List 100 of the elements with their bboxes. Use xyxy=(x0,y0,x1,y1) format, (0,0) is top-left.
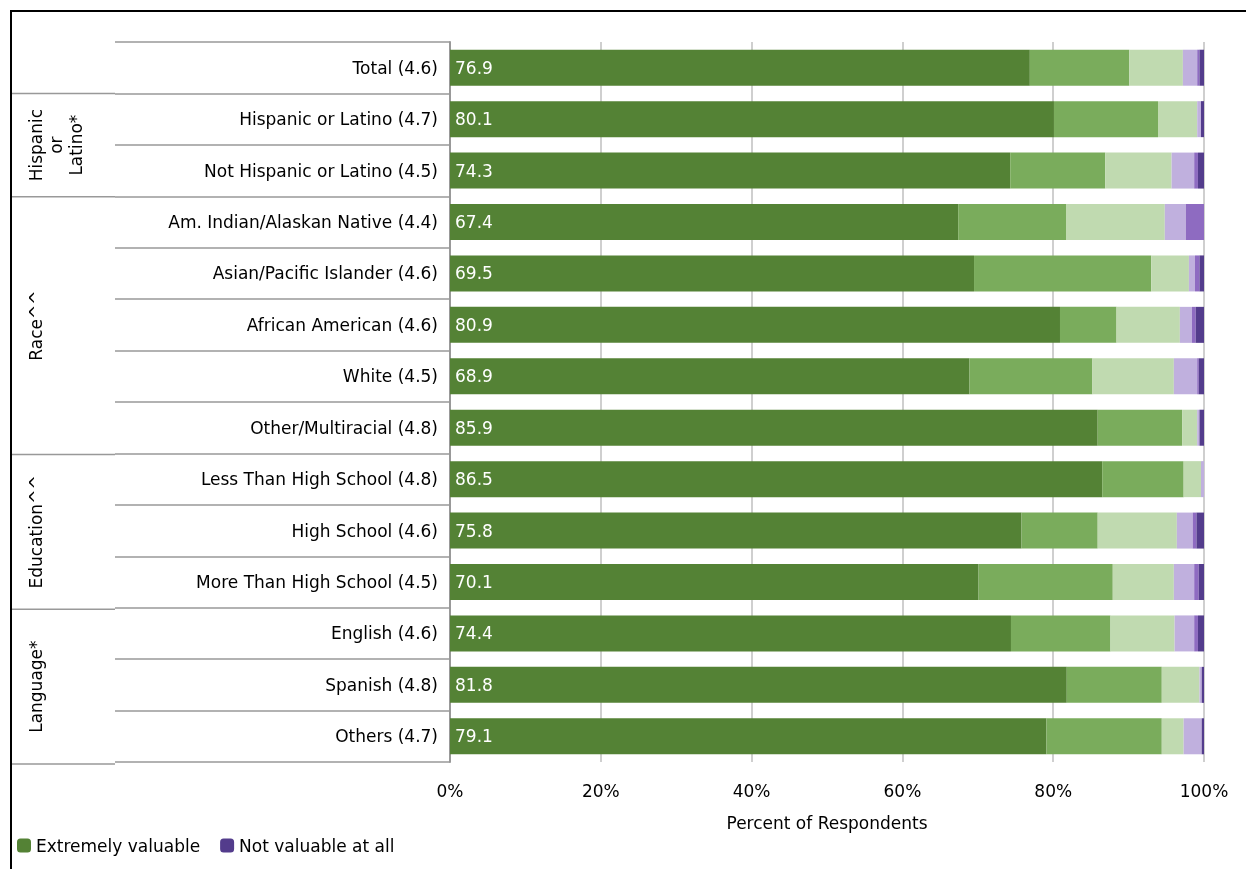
bar xyxy=(1010,615,1111,652)
bar xyxy=(1199,255,1204,292)
bar xyxy=(1021,512,1098,549)
bar xyxy=(1112,564,1174,600)
bar xyxy=(1194,615,1198,652)
data-label: 76.9 xyxy=(455,57,493,78)
bar xyxy=(1183,461,1201,498)
y-tick-label: Other/Multiracial (4.8) xyxy=(250,417,438,438)
bar xyxy=(1191,306,1196,343)
y-tick-label: Hispanic or Latino (4.7) xyxy=(239,109,438,130)
y-tick-label: More Than High School (4.5) xyxy=(196,572,438,592)
bar xyxy=(1183,718,1202,755)
bar xyxy=(450,461,1103,498)
bar xyxy=(450,255,975,292)
bar xyxy=(1066,204,1165,240)
y-tick-label: African American (4.6) xyxy=(246,314,438,335)
bar xyxy=(1161,666,1200,703)
bar xyxy=(1174,615,1195,652)
y-tick-label: English (4.6) xyxy=(330,623,438,644)
x-tick-label: 100% xyxy=(1179,780,1229,801)
bar xyxy=(1176,512,1193,549)
bar xyxy=(1102,461,1184,498)
bar xyxy=(1194,152,1198,189)
x-axis-title: Percent of Respondents xyxy=(726,812,928,833)
data-label: 69.5 xyxy=(455,263,493,284)
bar xyxy=(1196,512,1204,549)
x-tick-label: 20% xyxy=(581,780,620,801)
x-tick-label: 0% xyxy=(436,780,464,801)
bar xyxy=(1097,512,1177,549)
bar xyxy=(1097,409,1183,446)
data-label: 70.1 xyxy=(455,572,493,592)
bar xyxy=(450,152,1011,189)
bar xyxy=(450,358,970,395)
x-tick-label: 40% xyxy=(732,780,771,801)
y-tick-label: Spanish (4.8) xyxy=(325,674,438,695)
bar xyxy=(450,306,1060,343)
y-tick-label: Not Hispanic or Latino (4.5) xyxy=(204,160,438,181)
y-tick-label: Asian/Pacific Islander (4.6) xyxy=(212,263,438,284)
bar xyxy=(1194,564,1199,600)
bar xyxy=(978,564,1113,600)
bar xyxy=(1198,358,1204,395)
bar xyxy=(1158,101,1198,138)
data-label: 79.1 xyxy=(455,726,493,747)
text: Race^^ xyxy=(26,290,46,361)
bar xyxy=(450,101,1054,138)
bar xyxy=(1185,204,1204,240)
bar xyxy=(1092,358,1174,395)
data-label: 74.3 xyxy=(455,160,493,181)
text: Language* xyxy=(26,640,46,733)
bar xyxy=(1197,152,1204,189)
bar xyxy=(1197,615,1204,652)
bar xyxy=(958,204,1067,240)
x-tick-label: 80% xyxy=(1034,780,1073,801)
legend-label: Extremely valuable xyxy=(36,835,201,856)
bar xyxy=(1053,101,1159,138)
bar xyxy=(1197,101,1201,138)
bar xyxy=(1173,358,1198,395)
text: Hispanic or Latino* xyxy=(26,108,86,182)
bar xyxy=(450,204,959,240)
legend-label: Not valuable at all xyxy=(239,835,395,856)
bar xyxy=(1199,49,1204,86)
bar xyxy=(1129,49,1183,86)
bar xyxy=(1182,49,1198,86)
data-label: 80.9 xyxy=(455,314,493,335)
bar xyxy=(1029,49,1130,86)
y-tick-label: White (4.5) xyxy=(342,366,438,387)
data-label: 81.8 xyxy=(455,674,493,695)
bar xyxy=(450,666,1067,703)
bar xyxy=(1198,564,1204,600)
bar xyxy=(1066,666,1162,703)
data-label: 67.4 xyxy=(455,212,493,232)
bar xyxy=(1105,152,1172,189)
bar xyxy=(1059,306,1117,343)
bar xyxy=(1164,204,1186,240)
bar xyxy=(450,564,979,600)
bar xyxy=(1110,615,1175,652)
bar xyxy=(1010,152,1106,189)
bar xyxy=(1179,306,1192,343)
data-label: 68.9 xyxy=(455,366,493,387)
data-label: 74.4 xyxy=(455,623,493,644)
data-label: 86.5 xyxy=(455,469,493,490)
x-tick-label: 60% xyxy=(883,780,922,801)
y-tick-label: High School (4.6) xyxy=(291,520,438,541)
bar xyxy=(1161,718,1184,755)
bar xyxy=(1188,255,1195,292)
bar xyxy=(1182,409,1198,446)
bar xyxy=(1173,564,1195,600)
bar xyxy=(1046,718,1162,755)
y-tick-label: Others (4.7) xyxy=(335,726,438,747)
bar xyxy=(450,615,1011,652)
y-tick-label: Less Than High School (4.8) xyxy=(200,469,438,490)
bar xyxy=(450,409,1098,446)
bar xyxy=(1171,152,1195,189)
y-tick-label: Total (4.6) xyxy=(351,57,438,78)
y-tick-label: Am. Indian/Alaskan Native (4.4) xyxy=(168,212,438,232)
bar xyxy=(974,255,1152,292)
bar xyxy=(450,718,1047,755)
bar xyxy=(969,358,1093,395)
bar xyxy=(1200,461,1204,498)
data-label: 75.8 xyxy=(455,520,493,541)
